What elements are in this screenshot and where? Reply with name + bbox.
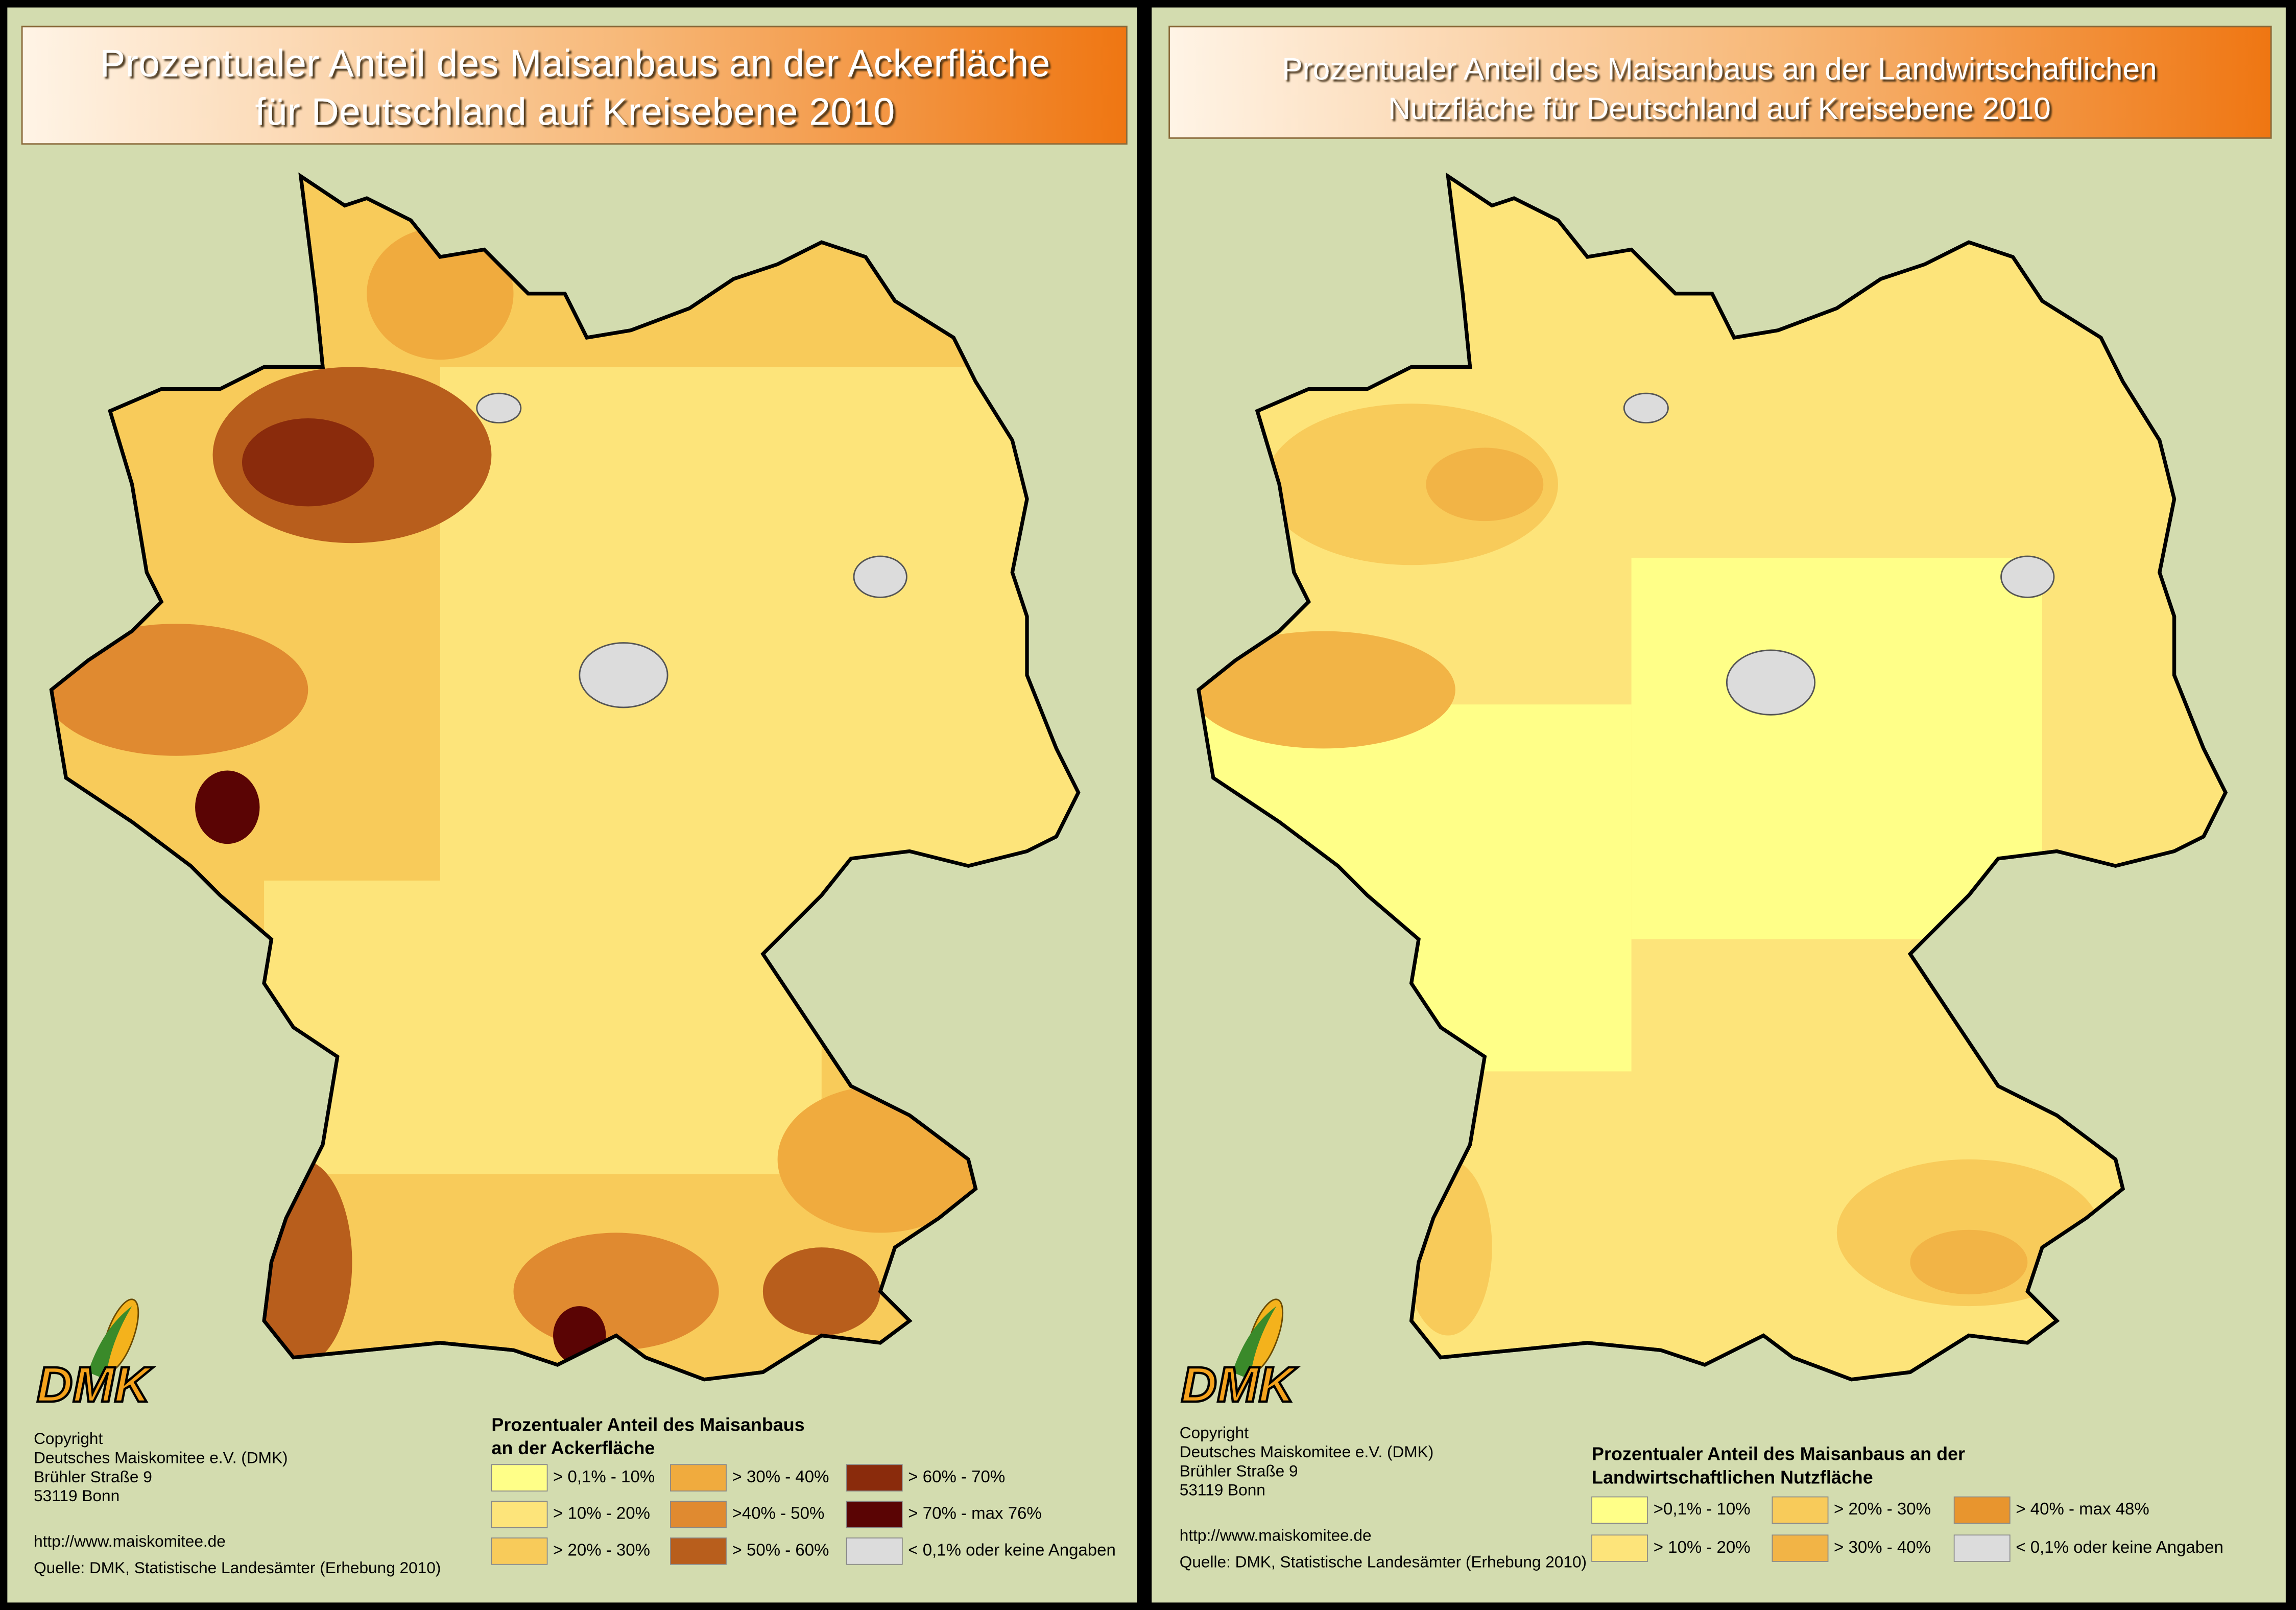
legend-label: > 30% - 40%: [1834, 1537, 1931, 1556]
copyright: 53119 Bonn: [1180, 1481, 1265, 1499]
legend-label: > 40% - max 48%: [2016, 1499, 2149, 1518]
legend-swatch: [491, 1537, 548, 1565]
title-line: Nutzfläche für Deutschland auf Kreiseben…: [1388, 91, 2051, 126]
source: Quelle: DMK, Statistische Landesämter (E…: [34, 1558, 441, 1577]
legend-label: > 20% - 30%: [1834, 1499, 1931, 1518]
copyright: Deutsches Maiskomitee e.V. (DMK): [34, 1448, 288, 1466]
legend-swatch: [846, 1501, 903, 1528]
legend-swatch: [1591, 1534, 1648, 1562]
legend-label: > 10% - 20%: [1654, 1537, 1751, 1556]
logo-text: DMK: [37, 1357, 154, 1412]
legend-swatch: [491, 1501, 548, 1528]
legend-label: > 10% - 20%: [553, 1504, 650, 1523]
url: http://www.maiskomitee.de: [1180, 1526, 1372, 1545]
source: Quelle: DMK, Statistische Landesämter (E…: [1180, 1552, 1587, 1571]
copyright: Copyright: [1180, 1424, 1249, 1442]
legend-title: Landwirtschaftlichen Nutzfläche: [1592, 1467, 1873, 1488]
legend-label: > 0,1% - 10%: [553, 1467, 655, 1486]
legend-label: < 0,1% oder keine Angaben: [2016, 1537, 2223, 1556]
copyright: Deutsches Maiskomitee e.V. (DMK): [1180, 1442, 1433, 1461]
legend-swatch: [670, 1501, 727, 1528]
legend-label: < 0,1% oder keine Angaben: [908, 1541, 1116, 1559]
legend-label: >40% - 50%: [732, 1504, 825, 1523]
legend-swatch: [1591, 1496, 1648, 1524]
legend-swatch: [1772, 1496, 1829, 1524]
title-line: Prozentualer Anteil des Maisanbaus an de…: [1282, 51, 2157, 86]
url: http://www.maiskomitee.de: [34, 1532, 226, 1550]
legend-swatch: [846, 1537, 903, 1565]
logo: DMK: [1180, 1298, 1299, 1413]
logo-text: DMK: [1181, 1357, 1298, 1412]
legend-swatch: [1953, 1496, 2011, 1524]
legend: >0,1% - 10% > 10% - 20% > 20% - 30% > 30% -…: [1591, 1496, 2223, 1562]
legend-label: > 30% - 40%: [732, 1467, 829, 1486]
legend-swatch: [1953, 1534, 2011, 1562]
legend-swatch: [670, 1537, 727, 1565]
legend-swatch: [846, 1464, 903, 1491]
legend: > 0,1% - 10% > 10% - 20% > 20% - 30% > 30% …: [491, 1464, 1116, 1565]
legend-title: an der Ackerfläche: [491, 1437, 655, 1458]
title-box: [1168, 26, 2272, 139]
legend-label: > 70% - max 76%: [908, 1504, 1042, 1523]
map: [1191, 176, 2226, 1380]
logo: DMK: [36, 1298, 155, 1413]
legend-swatch: [670, 1464, 727, 1491]
copyright: 53119 Bonn: [34, 1486, 119, 1505]
legend-label: > 20% - 30%: [553, 1541, 650, 1559]
legend-title: Prozentualer Anteil des Maisanbaus: [491, 1414, 804, 1435]
copyright: Brühler Straße 9: [34, 1467, 152, 1486]
legend-swatch: [491, 1464, 548, 1491]
legend-swatch: [1772, 1534, 1829, 1562]
panel-left: Prozentualer Anteil des Maisanbaus an de…: [7, 7, 1137, 1603]
title-line: für Deutschland auf Kreisebene 2010: [255, 90, 895, 133]
legend-label: > 50% - 60%: [732, 1541, 829, 1559]
title-line: Prozentualer Anteil des Maisanbaus an de…: [100, 42, 1050, 85]
panel-right: Prozentualer Anteil des Maisanbaus an de…: [1152, 7, 2286, 1603]
legend-title: Prozentualer Anteil des Maisanbaus an de…: [1592, 1443, 1965, 1464]
map: [44, 176, 1100, 1380]
title-box: [21, 26, 1128, 145]
copyright: Brühler Straße 9: [1180, 1461, 1298, 1480]
legend-label: >0,1% - 10%: [1654, 1499, 1751, 1518]
copyright: Copyright: [34, 1429, 103, 1448]
legend-label: > 60% - 70%: [908, 1467, 1005, 1486]
